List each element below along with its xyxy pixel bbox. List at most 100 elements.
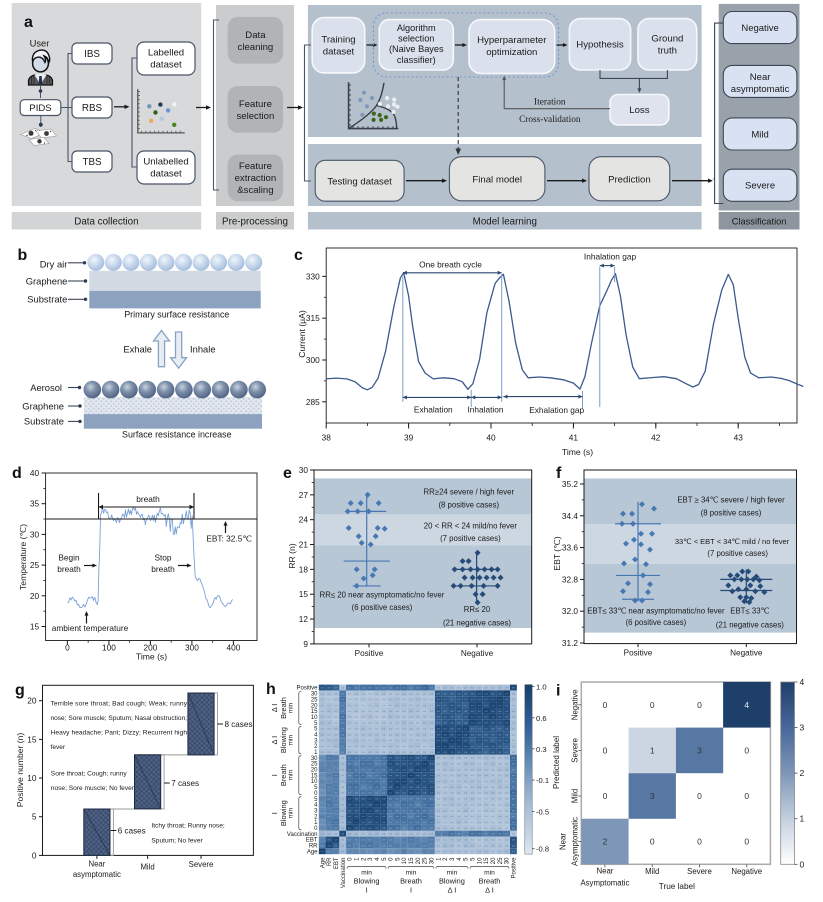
svg-text:9: 9 <box>303 639 308 649</box>
svg-text:0.3: 0.3 <box>321 699 325 701</box>
svg-text:0.3: 0.3 <box>464 828 468 830</box>
svg-text:0.8: 0.8 <box>464 711 468 713</box>
svg-text:0.5: 0.5 <box>362 758 366 760</box>
svg-text:0.5: 0.5 <box>512 769 516 771</box>
svg-text:0.3: 0.3 <box>423 740 427 742</box>
svg-text:0.5: 0.5 <box>403 810 407 812</box>
svg-text:0.3: 0.3 <box>334 711 338 713</box>
svg-text:0.3: 0.3 <box>423 834 427 836</box>
svg-text:0.3: 0.3 <box>485 688 489 690</box>
svg-text:0.4: 0.4 <box>403 699 407 701</box>
svg-text:0.3: 0.3 <box>491 828 495 830</box>
svg-text:0.3: 0.3 <box>457 816 461 818</box>
svg-text:0.6: 0.6 <box>430 822 434 824</box>
svg-text:0.3: 0.3 <box>423 693 427 695</box>
svg-text:0.7: 0.7 <box>334 688 338 690</box>
svg-text:0.4: 0.4 <box>403 746 407 748</box>
svg-text:285: 285 <box>306 397 320 407</box>
svg-text:0.4: 0.4 <box>362 752 366 754</box>
svg-text:0.3: 0.3 <box>491 688 495 690</box>
svg-text:0.6: 0.6 <box>512 775 516 777</box>
svg-text:h: h <box>266 681 276 698</box>
svg-text:0: 0 <box>314 791 318 797</box>
svg-text:0.3: 0.3 <box>321 787 325 789</box>
svg-text:0.3: 0.3 <box>321 822 325 824</box>
svg-text:0.6: 0.6 <box>416 688 420 690</box>
svg-text:0.3: 0.3 <box>334 693 338 695</box>
svg-text:0.3: 0.3 <box>410 693 414 695</box>
svg-text:Hyperparameter: Hyperparameter <box>477 35 547 46</box>
svg-text:0.5: 0.5 <box>403 828 407 830</box>
svg-text:200: 200 <box>143 643 157 653</box>
svg-text:EBT ≥ 34℃ severe / high fever: EBT ≥ 34℃ severe / high fever <box>677 496 785 505</box>
svg-text:0.4: 0.4 <box>478 840 482 842</box>
svg-text:10: 10 <box>402 857 408 864</box>
svg-text:0.3: 0.3 <box>505 775 509 777</box>
svg-text:0.6: 0.6 <box>341 717 345 719</box>
svg-text:Exhalation gap: Exhalation gap <box>529 405 584 415</box>
svg-text:0.9: 0.9 <box>410 793 414 795</box>
svg-text:0.5: 0.5 <box>430 799 434 801</box>
svg-text:0.8: 0.8 <box>471 734 475 736</box>
svg-text:0.4: 0.4 <box>450 775 454 777</box>
svg-text:cleaning: cleaning <box>238 42 274 53</box>
svg-text:25: 25 <box>30 560 40 570</box>
svg-text:Vaccination: Vaccination <box>341 858 347 889</box>
svg-text:1.0: 1.0 <box>348 828 352 830</box>
svg-text:0.3: 0.3 <box>437 764 441 766</box>
svg-text:0.3: 0.3 <box>485 769 489 771</box>
svg-text:0.6: 0.6 <box>536 714 547 723</box>
svg-text:0.4: 0.4 <box>498 799 502 801</box>
svg-text:dataset: dataset <box>150 60 182 71</box>
svg-text:0.4: 0.4 <box>485 787 489 789</box>
svg-text:0.3: 0.3 <box>348 717 352 719</box>
svg-text:0.6: 0.6 <box>498 834 502 836</box>
svg-text:Blowing: Blowing <box>279 800 288 826</box>
svg-text:0.3: 0.3 <box>471 793 475 795</box>
svg-text:RR≤ 20: RR≤ 20 <box>464 605 491 614</box>
svg-text:0.5: 0.5 <box>321 845 325 847</box>
svg-text:0.9: 0.9 <box>355 828 359 830</box>
svg-text:0.4: 0.4 <box>491 816 495 818</box>
svg-text:0.4: 0.4 <box>341 758 345 760</box>
svg-text:f: f <box>556 465 562 482</box>
svg-text:0.3: 0.3 <box>471 769 475 771</box>
svg-text:0.8: 0.8 <box>450 693 454 695</box>
svg-text:0.4: 0.4 <box>410 752 414 754</box>
svg-text:Breath: Breath <box>279 764 288 786</box>
svg-text:0.8: 0.8 <box>498 746 502 748</box>
svg-text:0.5: 0.5 <box>430 810 434 812</box>
svg-text:0.3: 0.3 <box>498 787 502 789</box>
svg-text:0.5: 0.5 <box>334 787 338 789</box>
svg-text:35.2: 35.2 <box>562 479 579 489</box>
svg-text:30: 30 <box>311 692 318 698</box>
svg-text:0.6: 0.6 <box>512 810 516 812</box>
svg-text:0.5: 0.5 <box>341 752 345 754</box>
svg-text:12: 12 <box>299 614 309 624</box>
svg-text:0.3: 0.3 <box>491 845 495 847</box>
svg-text:0.8: 0.8 <box>444 717 448 719</box>
svg-text:0.5: 0.5 <box>355 769 359 771</box>
svg-text:Primary surface resistance: Primary surface resistance <box>124 310 229 320</box>
svg-text:0.4: 0.4 <box>505 840 509 842</box>
svg-text:0.8: 0.8 <box>457 699 461 701</box>
svg-text:0: 0 <box>314 826 318 832</box>
svg-text:0.3: 0.3 <box>416 746 420 748</box>
svg-text:0.7: 0.7 <box>485 752 489 754</box>
svg-text:0.3: 0.3 <box>464 688 468 690</box>
svg-text:I: I <box>366 886 368 895</box>
svg-text:0.3: 0.3 <box>478 758 482 760</box>
svg-text:Unlabelled: Unlabelled <box>143 157 188 168</box>
svg-text:1.0: 1.0 <box>362 810 366 812</box>
svg-text:0.6: 0.6 <box>410 810 414 812</box>
svg-text:0.7: 0.7 <box>423 688 427 690</box>
svg-text:0.9: 0.9 <box>403 758 407 760</box>
svg-text:0.3: 0.3 <box>410 740 414 742</box>
svg-text:0.6: 0.6 <box>382 758 386 760</box>
svg-text:EBT≤ 33℃ near asymptomatic/no: EBT≤ 33℃ near asymptomatic/no fever <box>587 607 725 616</box>
svg-text:EBT: 32.5℃: EBT: 32.5℃ <box>206 534 251 544</box>
svg-text:1.0: 1.0 <box>375 804 379 806</box>
svg-text:0.3: 0.3 <box>444 816 448 818</box>
svg-text:0.5: 0.5 <box>389 804 393 806</box>
svg-text:0.4: 0.4 <box>328 781 332 783</box>
